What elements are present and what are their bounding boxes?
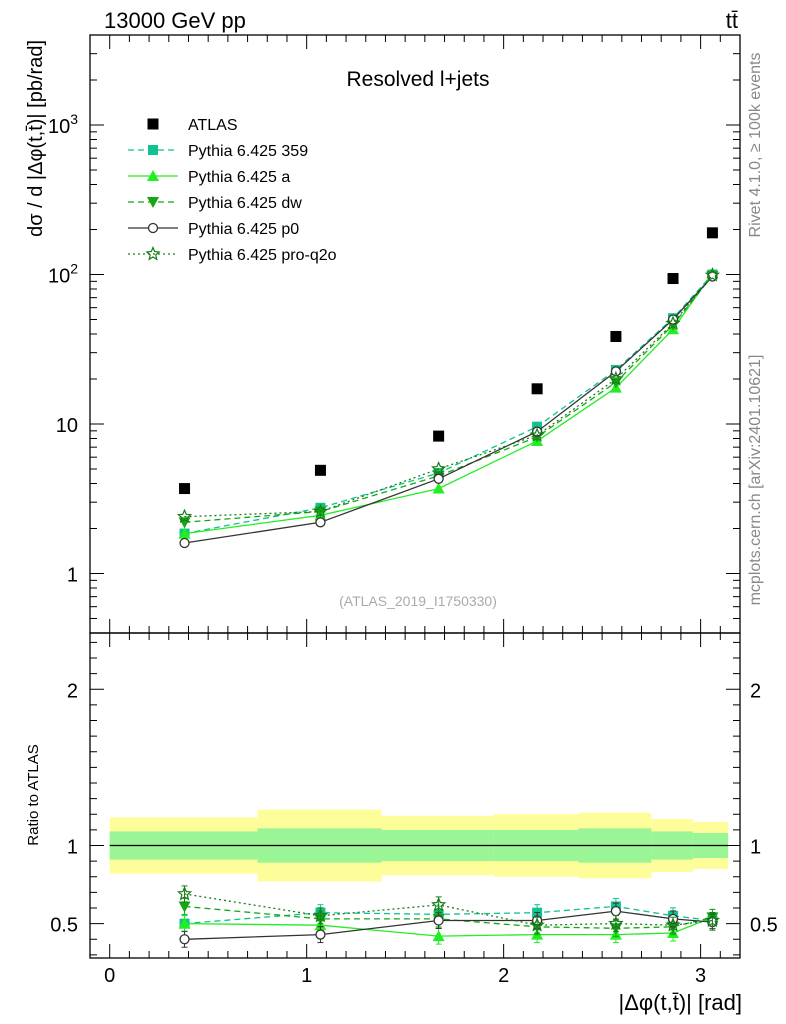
series-line-ratio [184,910,713,940]
series-line-main [184,274,713,518]
atlas-data-point [706,227,718,239]
series-4 [176,267,721,934]
atlas-data-point [531,383,543,395]
legend-label: ATLAS [188,117,238,134]
ratio-tick-label-right: 0.5 [750,915,778,937]
series-point-main [529,427,545,442]
ratio-uncertainty-bands [109,809,729,882]
atlas-data [179,227,718,495]
series-point-main [176,508,193,524]
series-point-ratio [315,929,326,940]
legend-label: Pythia 6.425 dw [188,195,302,212]
mcplots-side-label: mcplots.cern.ch [arXiv:2401.10621] [747,355,764,606]
series-point-main [433,473,444,484]
energy-label: 13000 GeV pp [104,8,246,33]
series-point-ratio [704,912,721,928]
x-tick-label: 1 [301,965,312,987]
plot-title: Resolved l+jets [347,68,490,91]
y-axis-label: dσ / d |Δφ(t,t̄)| [pb/rad] [25,40,47,237]
axes-ticks: 0 1 2 3 1 10 102 103 0.5 0.5 1 1 2 2 [48,34,778,987]
series-line-main [184,275,713,523]
series-layer [176,227,721,948]
series-line-main [184,274,713,535]
legend: ATLAS Pythia 6.425 359 Pythia 6.425 a Pythi… [128,117,337,264]
ratio-tick-label-left: 2 [67,680,78,702]
series-point-main [179,537,190,549]
y-tick-label: 1 [67,565,78,587]
ratio-panel-frame [89,632,741,959]
y-tick-label: 102 [48,261,78,288]
process-label: tt̄ [726,8,738,33]
atlas-data-point [667,273,679,285]
atlas-data-point [179,483,191,495]
ratio-axis-label: Ratio to ATLAS [25,744,42,845]
legend-label: Pythia 6.425 a [188,169,290,186]
x-axis-label: |Δφ(t,t̄)| [rad] [618,990,742,1015]
y-tick-label: 103 [48,111,78,138]
ratio-tick-label-left: 1 [67,837,78,859]
series-point-ratio [179,934,190,945]
legend-marker [145,245,161,261]
series-line-main [184,276,713,544]
series-point-main [431,460,447,476]
series-point-ratio [433,915,444,926]
series-point-ratio [178,917,191,929]
legend-label: Pythia 6.425 pro-q2o [188,247,337,264]
x-tick-label: 2 [498,965,509,987]
series-point-ratio [529,917,545,932]
ratio-tick-label-right: 2 [750,680,761,702]
series-point-main [704,267,721,282]
series-point-ratio [432,930,445,942]
series-point-ratio [176,885,193,901]
ratio-tick-label-left: 0.5 [50,915,78,937]
legend-marker [147,222,159,234]
series-point-main [608,370,624,386]
atlas-data-point [314,464,326,476]
legend-label: Pythia 6.425 p0 [188,221,299,238]
analysis-label: (ATLAS_2019_I1750330) [339,593,497,609]
series-point-main [432,482,445,494]
rivet-side-label: Rivet 4.1.0, ≥ 100k events [747,53,764,238]
series-line-main [184,272,713,535]
series-point-ratio [312,907,329,923]
series-point-ratio [610,905,622,917]
legend-marker [147,170,159,181]
atlas-data-point [610,330,622,342]
atlas-data-point [433,430,445,442]
series-point-ratio [431,896,447,912]
series-point-ratio [608,915,624,931]
series-point-ratio [665,917,681,932]
legend-marker [148,145,158,155]
x-tick-label: 0 [104,965,115,987]
series-point-ratio [178,901,191,913]
series-point-main [178,527,191,539]
legend-marker [147,118,159,130]
series-point-main [312,503,329,518]
ratio-tick-label-right: 1 [750,837,761,859]
legend-label: Pythia 6.425 359 [188,143,308,160]
series-point-main [665,315,681,331]
series-point-main [315,517,326,528]
x-tick-label: 3 [695,965,706,987]
legend-marker [147,197,159,208]
y-tick-label: 10 [56,415,78,437]
